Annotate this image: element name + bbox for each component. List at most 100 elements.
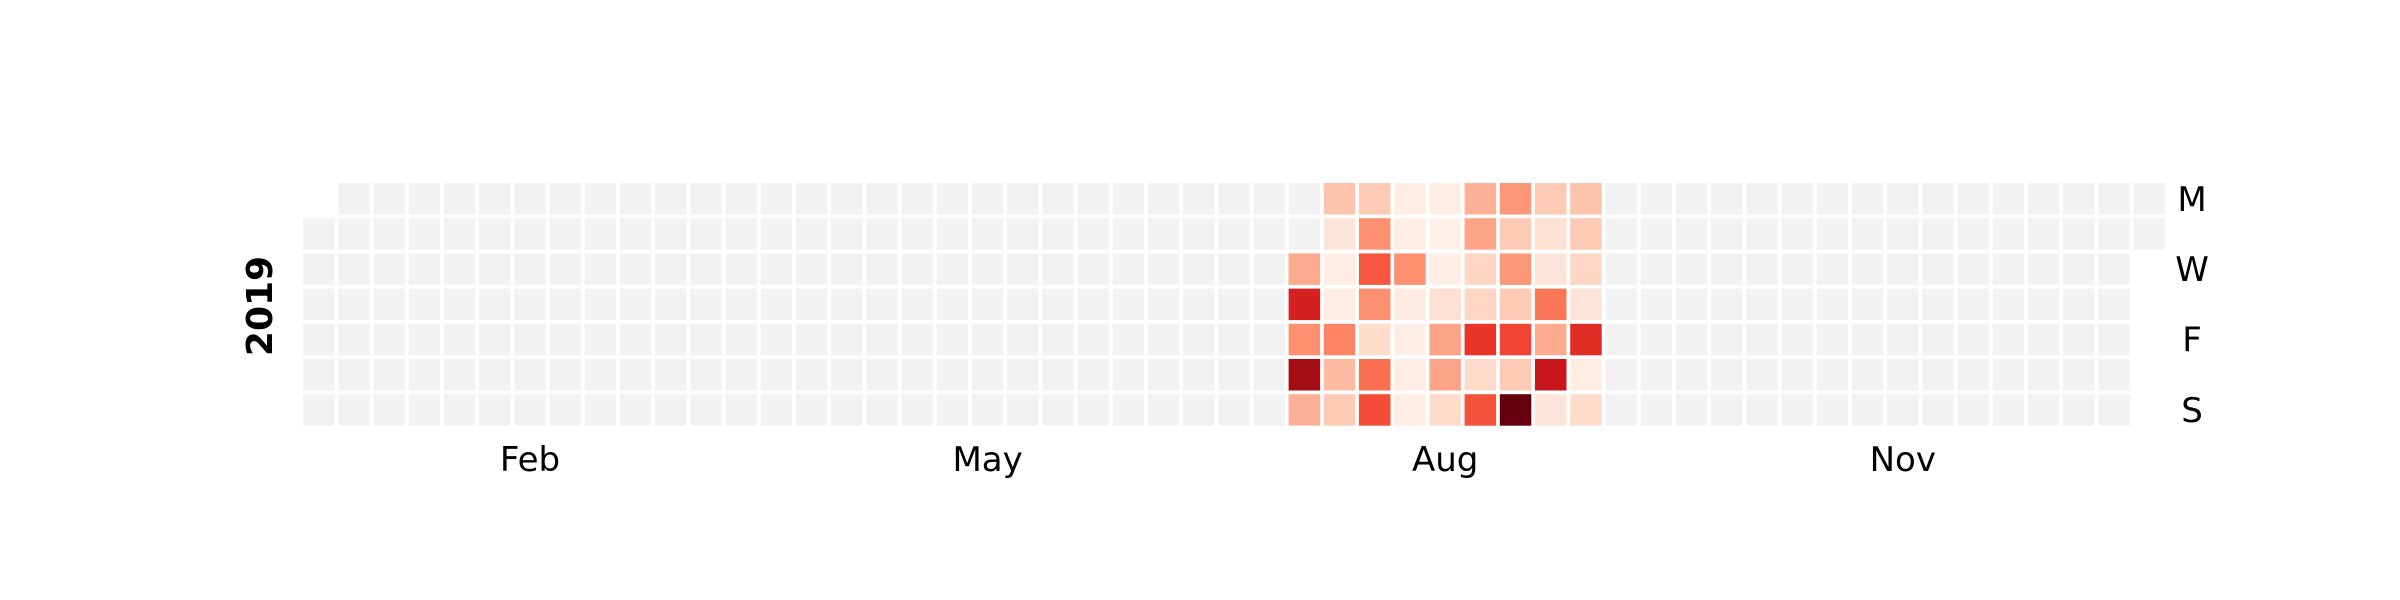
heatmap-cell: [1253, 183, 1285, 215]
heatmap-cell: [338, 288, 370, 321]
heatmap-cell: [338, 394, 370, 426]
heatmap-cell: [725, 288, 757, 321]
heatmap-cell: [1535, 288, 1567, 321]
heatmap-cell: [1922, 183, 1954, 215]
heatmap-cell: [1394, 253, 1426, 285]
heatmap-cell: [1359, 183, 1391, 215]
heatmap-cell: [1112, 394, 1145, 426]
heatmap-cell: [1711, 394, 1743, 426]
heatmap-cell: [2027, 183, 2060, 215]
heatmap-cell: [1359, 394, 1391, 426]
heatmap-cell: [1746, 253, 1778, 285]
heatmap-cell: [1218, 288, 1250, 321]
month-label: May: [952, 440, 1022, 480]
heatmap-cell: [866, 359, 898, 391]
heatmap-cell: [1077, 359, 1109, 391]
heatmap-cell: [2063, 253, 2095, 285]
heatmap-cell: [1323, 394, 1356, 426]
heatmap-cell: [1499, 218, 1532, 250]
heatmap-cell: [1605, 394, 1637, 426]
heatmap-cell: [1535, 394, 1567, 426]
heatmap-cell: [690, 253, 722, 285]
heatmap-cell: [1464, 183, 1497, 215]
heatmap-cell: [866, 288, 898, 321]
heatmap-cell: [408, 394, 441, 426]
heatmap-cell: [549, 218, 581, 250]
heatmap-cell: [1605, 183, 1637, 215]
heatmap-cell: [901, 183, 933, 215]
heatmap-cell: [584, 394, 617, 426]
heatmap-cell: [479, 394, 511, 426]
heatmap-cell: [936, 288, 969, 321]
heatmap-cell: [514, 359, 546, 391]
heatmap-cell: [1042, 359, 1074, 391]
heatmap-cell: [1746, 183, 1778, 215]
heatmap-cell: [901, 288, 933, 321]
heatmap-cell: [1218, 394, 1250, 426]
heatmap-cell: [2027, 394, 2060, 426]
heatmap-cell: [1042, 253, 1074, 285]
heatmap-cell: [373, 359, 405, 391]
heatmap-cell: [1851, 218, 1884, 250]
heatmap-cell: [831, 183, 863, 215]
heatmap-cell: [1887, 288, 1919, 321]
heatmap-cell: [1218, 253, 1250, 285]
heatmap-cell: [1922, 218, 1954, 250]
heatmap-cell: [1957, 394, 1989, 426]
heatmap-cell: [408, 183, 441, 215]
heatmap-cell: [1429, 288, 1461, 321]
heatmap-cell: [303, 288, 335, 321]
heatmap-cell: [443, 359, 476, 391]
heatmap-cell: [1535, 253, 1567, 285]
heatmap-cell: [1746, 359, 1778, 391]
heatmap-cell: [1007, 394, 1039, 426]
heatmap-cell: [936, 323, 969, 356]
heatmap-cell: [1992, 359, 2025, 391]
heatmap-cell: [514, 218, 546, 250]
heatmap-cell: [2098, 183, 2130, 215]
heatmap-cell: [795, 218, 828, 250]
heatmap-cell: [1957, 253, 1989, 285]
heatmap-cell: [831, 359, 863, 391]
year-label: 2019: [240, 256, 281, 356]
heatmap-cell: [1851, 253, 1884, 285]
heatmap-cell: [936, 394, 969, 426]
heatmap-cell: [1077, 253, 1109, 285]
heatmap-cell: [1957, 218, 1989, 250]
heatmap-cell: [1183, 183, 1215, 215]
heatmap-cell: [1640, 183, 1673, 215]
heatmap-cell: [1183, 394, 1215, 426]
heatmap-cell: [1464, 218, 1497, 250]
heatmap-cell: [1675, 288, 1708, 321]
heatmap-cell: [479, 218, 511, 250]
heatmap-cell: [1464, 288, 1497, 321]
heatmap-cell: [1147, 359, 1180, 391]
heatmap-cell: [1535, 218, 1567, 250]
heatmap-cell: [1711, 323, 1743, 356]
heatmap-cell: [690, 288, 722, 321]
heatmap-cell: [1746, 288, 1778, 321]
heatmap-cell: [1992, 183, 2025, 215]
heatmap-cell: [584, 218, 617, 250]
heatmap-cell: [866, 394, 898, 426]
heatmap-cell: [1464, 253, 1497, 285]
heatmap-cell: [1992, 218, 2025, 250]
heatmap-cell: [1183, 218, 1215, 250]
heatmap-cell: [936, 359, 969, 391]
heatmap-cell: [1183, 359, 1215, 391]
heatmap-cell: [1957, 183, 1989, 215]
heatmap-cell: [936, 218, 969, 250]
heatmap-cell: [655, 218, 687, 250]
heatmap-cell: [373, 288, 405, 321]
heatmap-cell: [1746, 218, 1778, 250]
heatmap-cell: [901, 394, 933, 426]
heatmap-cell: [1077, 218, 1109, 250]
heatmap-cell: [1323, 288, 1356, 321]
heatmap-cell: [2063, 218, 2095, 250]
heatmap-cell: [2098, 394, 2130, 426]
heatmap-cell: [408, 359, 441, 391]
heatmap-cell: [1640, 394, 1673, 426]
heatmap-cell: [1711, 183, 1743, 215]
day-label: S: [2181, 391, 2203, 431]
